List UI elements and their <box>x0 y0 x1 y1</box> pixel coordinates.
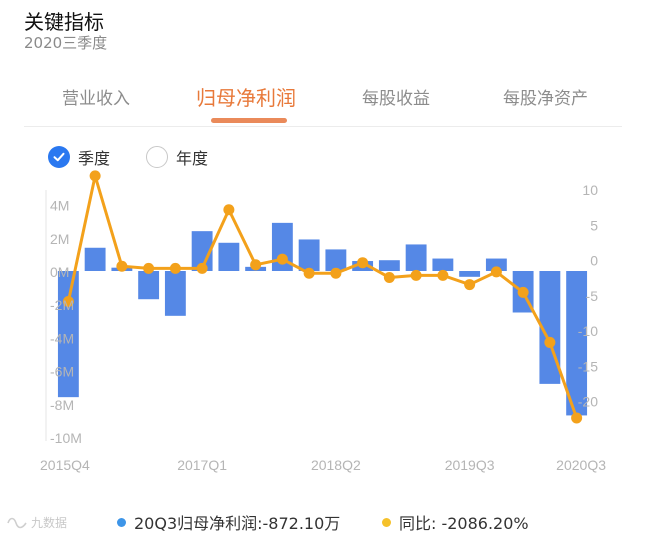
y-left-tick: -2M <box>50 297 74 313</box>
x-tick-label: 2020Q3 <box>556 457 606 473</box>
y-right-tick: 5 <box>590 217 598 233</box>
bar-2016Q1 <box>84 247 106 271</box>
x-tick-label: 2018Q2 <box>311 457 361 473</box>
watermark-text: 九数据 <box>31 516 68 530</box>
bar-2016Q3 <box>138 271 160 300</box>
yoy-point-2017Q3 <box>250 259 262 271</box>
watermark-icon <box>7 517 27 528</box>
y-left-tick: 0M <box>50 264 69 280</box>
tab-bvps[interactable]: 每股净资产 <box>503 89 588 109</box>
quarterly-option[interactable]: 季度 <box>48 144 110 170</box>
y-left-tick: -10M <box>50 430 82 446</box>
yoy-point-2017Q4 <box>276 253 288 265</box>
x-tick-label: 2015Q4 <box>40 457 90 473</box>
check-icon <box>48 146 70 168</box>
yoy-point-2020Q1 <box>517 286 529 298</box>
yoy-point-2016Q1 <box>89 170 101 182</box>
legend-bar-dot <box>117 517 126 527</box>
bar-2019Q4 <box>485 258 507 271</box>
yoy-point-2016Q4 <box>169 262 181 274</box>
tab-net-profit[interactable]: 归母净利润 <box>196 86 296 110</box>
active-tab-indicator <box>211 118 287 123</box>
y-right-tick: 0 <box>590 253 598 269</box>
watermark-logo: 九数据 <box>6 514 67 531</box>
quarterly-label: 季度 <box>78 149 111 168</box>
bar-2018Q2 <box>325 249 347 271</box>
panel-title: 关键指标 <box>24 10 104 34</box>
bar-2019Q1 <box>405 244 427 271</box>
bar-2017Q2 <box>218 242 240 271</box>
metric-tabs: 营业收入 归母净利润 每股收益 每股净资产 <box>24 80 622 127</box>
yoy-point-2016Q2 <box>116 260 128 272</box>
yoy-point-2019Q4 <box>490 266 502 278</box>
yoy-point-2018Q4 <box>383 272 395 284</box>
yoy-point-2019Q3 <box>464 279 476 291</box>
y-left-tick: -6M <box>50 364 74 380</box>
yoy-point-2015Q4 <box>62 296 74 308</box>
yoy-point-2019Q2 <box>437 269 449 281</box>
y-right-tick: -10 <box>578 323 598 339</box>
y-right-tick: -20 <box>578 394 598 410</box>
bar-2016Q4 <box>164 271 186 316</box>
yoy-point-2020Q2 <box>544 336 556 348</box>
yoy-point-2017Q1 <box>196 262 208 274</box>
yoy-point-2017Q2 <box>223 204 235 216</box>
yoy-point-2018Q3 <box>357 257 369 269</box>
legend-bar-text: 20Q3归母净利润:-872.10万 <box>134 514 341 533</box>
legend-line-dot <box>382 517 391 527</box>
y-right-tick: 10 <box>582 182 598 198</box>
x-tick-label: 2019Q3 <box>445 457 495 473</box>
y-left-tick: -8M <box>50 397 74 413</box>
bar-2018Q4 <box>378 260 400 271</box>
y-right-tick: -15 <box>578 358 598 374</box>
y-right-tick: -5 <box>586 288 599 304</box>
radio-empty-icon <box>146 146 168 168</box>
annual-label: 年度 <box>176 149 209 168</box>
x-tick-label: 2017Q1 <box>177 457 227 473</box>
y-left-tick: 2M <box>50 231 69 247</box>
bar-2017Q1 <box>191 231 213 271</box>
legend-line: 同比: -2086.20% <box>382 510 529 534</box>
legend-line-text: 同比: -2086.20% <box>399 514 529 533</box>
bar-2018Q1 <box>298 239 320 271</box>
tab-eps[interactable]: 每股收益 <box>362 89 430 109</box>
bar-2019Q2 <box>432 258 454 271</box>
period-subtitle: 2020三季度 <box>24 34 108 52</box>
yoy-point-2020Q3 <box>571 412 583 424</box>
yoy-point-2019Q1 <box>410 269 422 281</box>
yoy-point-2016Q3 <box>143 262 155 274</box>
bar-2019Q3 <box>459 271 481 277</box>
y-left-tick: -4M <box>50 330 74 346</box>
y-left-tick: 4M <box>50 198 69 214</box>
tab-revenue[interactable]: 营业收入 <box>62 89 130 109</box>
annual-option[interactable]: 年度 <box>146 144 208 170</box>
bar-2020Q3 <box>566 271 588 416</box>
yoy-point-2018Q2 <box>330 267 342 279</box>
yoy-point-2018Q1 <box>303 267 315 279</box>
legend-bar: 20Q3归母净利润:-872.10万 <box>117 510 340 534</box>
